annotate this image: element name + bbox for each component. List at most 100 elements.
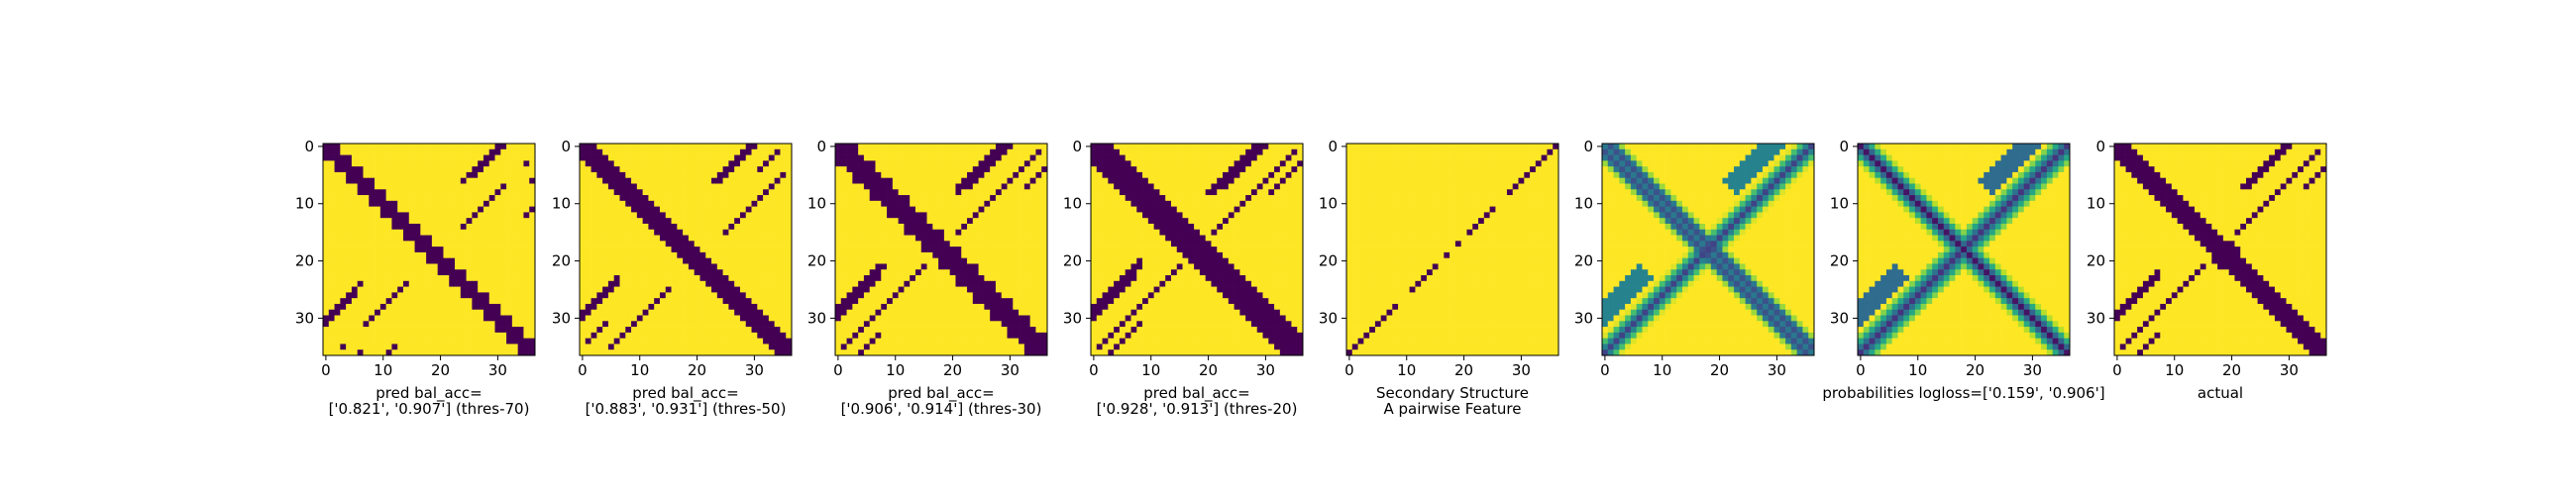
- heatmap-cell: [460, 160, 467, 167]
- heatmap-cell: [780, 166, 787, 173]
- heatmap-cell: [379, 247, 386, 253]
- heatmap-cell: [995, 275, 1003, 282]
- heatmap-cell: [642, 275, 649, 282]
- heatmap-cell: [472, 315, 479, 322]
- heatmap-cell: [1125, 144, 1131, 150]
- heatmap-cell: [369, 229, 376, 236]
- heatmap-cell: [1119, 247, 1127, 253]
- heatmap-cell: [1108, 166, 1115, 173]
- heatmap-cell: [511, 200, 518, 207]
- heatmap-cell: [943, 321, 951, 328]
- heatmap-cell: [694, 229, 700, 236]
- heatmap-cell: [437, 263, 444, 270]
- heatmap-cell: [460, 275, 467, 282]
- heatmap-cell: [1176, 235, 1183, 242]
- heatmap-cell: [1165, 229, 1172, 236]
- heatmap-cell: [363, 171, 370, 179]
- heatmap-cell: [369, 257, 376, 264]
- heatmap-cell: [1029, 223, 1036, 231]
- heatmap-cell: [483, 321, 490, 328]
- heatmap-cell: [1205, 223, 1212, 231]
- heatmap-cell: [780, 251, 787, 259]
- heatmap-cell: [1114, 212, 1121, 219]
- heatmap-cell: [466, 154, 473, 161]
- heatmap-cell: [768, 332, 775, 339]
- heatmap-cell: [1217, 223, 1224, 231]
- heatmap-cell: [494, 257, 501, 264]
- heatmap-cell: [683, 292, 690, 299]
- heatmap-cell: [602, 257, 609, 264]
- heatmap-cell: [1194, 171, 1201, 179]
- heatmap-cell: [494, 349, 501, 356]
- heatmap-cell: [402, 327, 410, 334]
- heatmap-cell: [408, 189, 415, 196]
- heatmap-cell: [683, 166, 690, 173]
- heatmap-cell: [636, 154, 643, 161]
- heatmap-cell: [1041, 263, 1048, 270]
- heatmap-cell: [1223, 235, 1230, 242]
- heatmap-cell: [466, 251, 473, 259]
- heatmap-cell: [926, 154, 933, 161]
- heatmap-cell: [340, 171, 347, 179]
- heatmap-cell: [1035, 309, 1042, 316]
- heatmap-cell: [363, 303, 370, 311]
- heatmap-cell: [478, 321, 484, 328]
- heatmap-cell: [1274, 189, 1281, 196]
- heatmap-cell: [705, 177, 712, 184]
- heatmap-cell: [1188, 160, 1195, 167]
- heatmap-cell: [437, 321, 444, 328]
- heatmap-cell: [607, 298, 615, 305]
- heatmap-cell: [328, 144, 335, 150]
- heatmap-cell: [1019, 309, 1025, 316]
- heatmap-cell: [774, 298, 781, 305]
- heatmap-cell: [659, 189, 667, 196]
- heatmap-cell: [1007, 251, 1014, 259]
- heatmap-cell: [517, 251, 524, 259]
- heatmap-cell: [938, 349, 945, 356]
- heatmap-cell: [995, 303, 1003, 311]
- heatmap-cell: [892, 309, 899, 316]
- heatmap-cell: [926, 275, 933, 282]
- heatmap-cell: [529, 275, 536, 282]
- heatmap-cell: [523, 177, 530, 184]
- heatmap-cell: [763, 269, 770, 276]
- heatmap-cell: [334, 148, 341, 155]
- heatmap-cell: [1108, 247, 1115, 253]
- heatmap-cell: [745, 183, 752, 190]
- heatmap-cell: [402, 154, 410, 161]
- heatmap-cell: [1119, 148, 1127, 155]
- heatmap-cell: [1023, 321, 1030, 328]
- heatmap-cell: [677, 315, 684, 322]
- heatmap-cell: [1217, 241, 1224, 248]
- heatmap-cell: [414, 154, 421, 161]
- heatmap-cell: [938, 292, 945, 299]
- heatmap-cell: [443, 315, 450, 322]
- heatmap-cell: [642, 338, 649, 345]
- heatmap-cell: [751, 241, 758, 248]
- heatmap-cell: [1239, 189, 1246, 196]
- heatmap-cell: [402, 160, 410, 167]
- heatmap-cell: [369, 275, 376, 282]
- heatmap-cell: [379, 183, 386, 190]
- heatmap-cell: [774, 166, 781, 173]
- heatmap-cell: [984, 303, 991, 311]
- heatmap-cell: [1125, 212, 1131, 219]
- heatmap-cell: [659, 251, 667, 259]
- heatmap-cell: [978, 344, 985, 350]
- heatmap-cell: [517, 144, 524, 150]
- heatmap-cell: [385, 321, 392, 328]
- heatmap-cell: [426, 171, 433, 179]
- heatmap-cell: [1013, 144, 1020, 150]
- heatmap-cell: [869, 171, 876, 179]
- heatmap-cell: [323, 166, 330, 173]
- heatmap-cell: [385, 171, 392, 179]
- heatmap-cell: [642, 200, 649, 207]
- heatmap-cell: [1211, 144, 1218, 150]
- heatmap-cell: [529, 171, 536, 179]
- heatmap-cell: [397, 327, 404, 334]
- heatmap-cell: [1001, 269, 1008, 276]
- heatmap-cell: [625, 247, 632, 253]
- heatmap-cell: [840, 171, 847, 179]
- heatmap-cell: [995, 292, 1003, 299]
